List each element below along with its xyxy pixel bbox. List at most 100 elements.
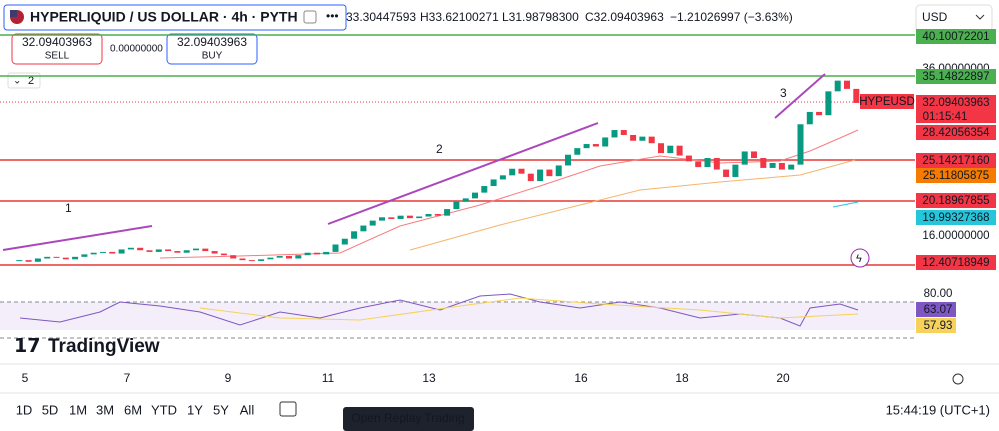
candle bbox=[499, 175, 506, 180]
candle bbox=[16, 260, 23, 262]
candle bbox=[555, 165, 562, 177]
wave-label: 2 bbox=[436, 142, 443, 156]
candle bbox=[676, 145, 683, 156]
wave-label: 1 bbox=[65, 201, 72, 215]
time-label: 9 bbox=[225, 371, 232, 385]
sell-button[interactable] bbox=[11, 33, 103, 65]
candle bbox=[220, 253, 227, 256]
rsi-label-bg bbox=[916, 302, 956, 317]
range-button[interactable]: 3M bbox=[96, 402, 114, 417]
symbol-box[interactable] bbox=[3, 4, 347, 31]
svg-text:⌄: ⌄ bbox=[13, 76, 21, 87]
candle bbox=[816, 111, 823, 116]
time-label: 5 bbox=[22, 371, 29, 385]
range-button[interactable]: 5Y bbox=[213, 402, 229, 417]
candle bbox=[797, 124, 804, 165]
candle bbox=[667, 145, 674, 154]
price-label-bg bbox=[916, 255, 996, 270]
time-label: 16 bbox=[574, 371, 588, 385]
candle bbox=[313, 252, 320, 255]
candle bbox=[137, 247, 144, 251]
buy-label: BUY bbox=[202, 51, 223, 62]
ohlc-open: 33.30447593 bbox=[346, 10, 416, 24]
price-label: 20.18967855 bbox=[922, 195, 989, 207]
candle bbox=[416, 216, 423, 219]
buy-button[interactable] bbox=[166, 33, 258, 65]
price-label-bg bbox=[916, 69, 996, 84]
candle bbox=[444, 209, 451, 216]
candle bbox=[592, 144, 599, 147]
candle bbox=[546, 169, 553, 177]
candle bbox=[34, 258, 41, 262]
range-button[interactable]: 1M bbox=[69, 402, 87, 417]
candle bbox=[648, 136, 655, 144]
candle bbox=[239, 258, 246, 261]
candle bbox=[276, 256, 283, 258]
clock: 15:44:19 (UTC+1) bbox=[886, 402, 990, 417]
trend-lines bbox=[2, 73, 826, 251]
sell-label: SELL bbox=[45, 51, 70, 62]
candle bbox=[434, 214, 441, 216]
candle bbox=[323, 251, 330, 255]
candle bbox=[472, 192, 478, 199]
candle bbox=[574, 148, 581, 155]
indicator-count: 2 bbox=[28, 75, 34, 87]
candle bbox=[62, 257, 69, 260]
alert-icon[interactable] bbox=[850, 248, 870, 268]
candle bbox=[509, 168, 516, 176]
candle bbox=[760, 158, 767, 168]
candle bbox=[118, 249, 125, 254]
candle bbox=[844, 80, 850, 89]
range-button[interactable]: YTD bbox=[151, 402, 177, 417]
candle bbox=[25, 260, 32, 262]
candle bbox=[193, 248, 199, 251]
ohlc-low: L31.98798300 bbox=[502, 10, 579, 24]
candle bbox=[611, 130, 618, 138]
candle bbox=[258, 259, 265, 261]
spread: 0.00000000 bbox=[110, 44, 163, 55]
more-icon[interactable]: ••• bbox=[326, 9, 339, 23]
candle bbox=[732, 164, 739, 177]
moving-averages bbox=[159, 129, 859, 259]
countdown-bg bbox=[916, 109, 996, 123]
candle bbox=[462, 198, 469, 202]
candle bbox=[751, 151, 757, 159]
candle bbox=[146, 250, 153, 252]
replay-icon[interactable] bbox=[279, 401, 297, 417]
symbol-title: HYPERLIQUID / US DOLLAR · 4h · PYTH bbox=[30, 9, 298, 25]
range-button[interactable]: 1D bbox=[16, 402, 33, 417]
candle bbox=[90, 252, 97, 255]
settings-icon[interactable] bbox=[952, 373, 964, 385]
compare-icon[interactable] bbox=[303, 10, 317, 24]
time-label: 13 bbox=[422, 371, 436, 385]
price-label-bg bbox=[916, 125, 996, 140]
candle bbox=[165, 249, 172, 252]
price-label: 32.09403963 bbox=[922, 97, 989, 109]
time-label: 7 bbox=[124, 371, 131, 385]
candle bbox=[527, 173, 534, 182]
range-button[interactable]: 6M bbox=[124, 402, 142, 417]
candle bbox=[630, 134, 637, 141]
ohlc-close: C32.09403963 bbox=[585, 10, 664, 24]
candle bbox=[565, 154, 571, 166]
price-label-bg bbox=[916, 29, 996, 44]
buy-price: 32.09403963 bbox=[177, 35, 247, 49]
candle bbox=[834, 80, 841, 92]
candle bbox=[100, 251, 106, 253]
price-label: 25.14217160 bbox=[922, 155, 989, 167]
range-button[interactable]: All bbox=[240, 402, 255, 417]
candle bbox=[425, 214, 432, 217]
candle bbox=[723, 169, 730, 177]
range-button[interactable]: 5D bbox=[42, 402, 59, 417]
range-button[interactable]: 1Y bbox=[187, 402, 203, 417]
candles bbox=[16, 80, 860, 262]
candle bbox=[481, 186, 488, 193]
rsi-label: 63.07 bbox=[924, 304, 953, 316]
candle bbox=[351, 231, 358, 239]
candle bbox=[202, 248, 209, 252]
candle bbox=[248, 260, 255, 262]
price-label-bg bbox=[916, 95, 996, 110]
candle bbox=[155, 249, 162, 252]
rsi-label: 57.93 bbox=[924, 320, 953, 332]
ohlc-change: −1.21026997 (−3.63%) bbox=[670, 10, 793, 24]
